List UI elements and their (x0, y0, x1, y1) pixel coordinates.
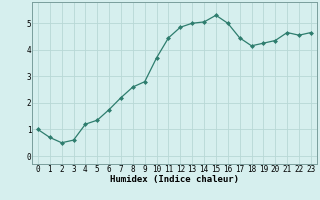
X-axis label: Humidex (Indice chaleur): Humidex (Indice chaleur) (110, 175, 239, 184)
